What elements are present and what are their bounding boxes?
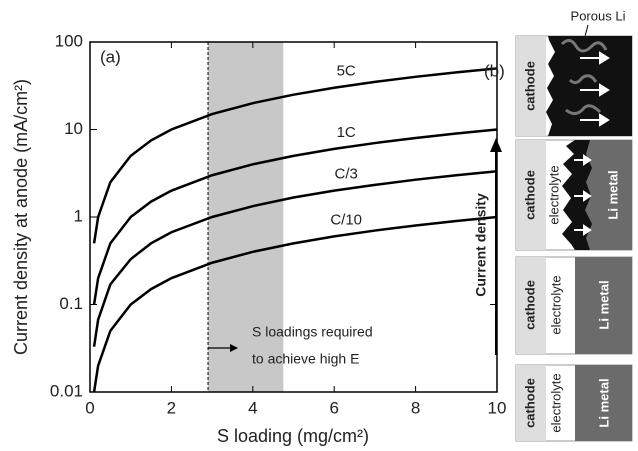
curve (92, 128, 498, 305)
curve-label: C/3 (335, 166, 358, 183)
curve-label: C/10 (330, 211, 362, 228)
curve (92, 215, 498, 393)
x-tick-label: 4 (248, 398, 257, 417)
cathode-label: cathode (522, 280, 537, 330)
curve-label: 5C (337, 63, 356, 80)
arrows (574, 154, 592, 236)
electrolyte-label: electrolyte (548, 373, 563, 432)
cathode (516, 257, 546, 354)
x-tick-label: 10 (488, 398, 507, 417)
cathode-label: cathode (522, 61, 537, 111)
y-tick-label: 0.01 (50, 381, 83, 400)
curve (92, 67, 498, 244)
cathode-label: cathode (522, 170, 537, 220)
li-label: Li metal (596, 378, 611, 427)
y-tick-label: 10 (64, 119, 83, 138)
li-metal (575, 257, 632, 354)
annotation: to achieve high E (252, 351, 359, 367)
cathode (516, 36, 546, 136)
curve (92, 170, 498, 347)
x-tick-label: 2 (167, 398, 176, 417)
top-label: Porous Li (571, 8, 626, 23)
li-label: Li metal (596, 280, 611, 329)
arrows (580, 51, 610, 127)
li-metal (575, 365, 632, 441)
y-axis-label: Current density at anode (mA/cm²) (11, 79, 31, 355)
annotation: S loadings required (252, 324, 373, 340)
curve-label: 1C (337, 124, 356, 141)
plot: 0 2 4 6 8 10 0.01 0.1 1 10 100 5C 1C C/3 C/10 (50, 31, 507, 417)
annotation-arrow-head (230, 344, 239, 352)
cathode (516, 140, 546, 250)
cathode (516, 365, 546, 441)
y-tick-label: 0.1 (59, 294, 83, 313)
y-tick-label: 1 (74, 206, 83, 225)
li-label: Li metal (605, 170, 620, 219)
x-tick-label: 8 (411, 398, 420, 417)
x-tick-label: 0 (85, 398, 94, 417)
panel-label: (b) (484, 61, 505, 80)
electrolyte-label: electrolyte (546, 165, 561, 224)
cathode-label: cathode (522, 378, 537, 428)
texture (560, 39, 608, 115)
x-axis-label: S loading (mg/cm²) (217, 426, 369, 446)
x-tick-label: 6 (329, 398, 338, 417)
diagram: (b) Porous Li Current density cathode ca… (473, 8, 633, 442)
y-tick-label: 100 (55, 31, 83, 50)
arrow-label: Current density (473, 193, 489, 297)
arrow-head (490, 138, 502, 152)
panel-label: (a) (100, 47, 121, 66)
electrolyte-label: electrolyte (548, 275, 563, 334)
